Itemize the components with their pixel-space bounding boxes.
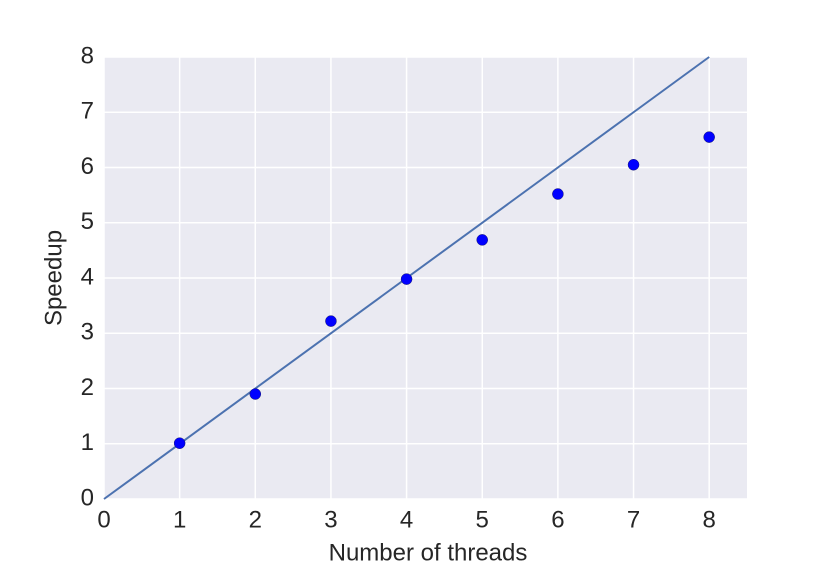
x-tick-label: 6	[551, 506, 564, 533]
data-point	[249, 388, 262, 400]
x-axis-label: Number of threads	[329, 539, 528, 566]
y-tick-label: 1	[81, 429, 94, 456]
x-tick-label: 4	[400, 506, 413, 533]
data-point	[476, 234, 488, 246]
y-tick-label: 4	[81, 263, 94, 290]
x-tick-label: 8	[702, 506, 715, 533]
y-axis-label: Speedup	[40, 230, 67, 326]
y-tick-label: 3	[81, 319, 94, 346]
y-tick-label: 7	[81, 98, 94, 125]
x-tick-label: 7	[627, 506, 640, 533]
data-point	[552, 188, 564, 200]
data-point	[325, 315, 337, 327]
data-point	[627, 158, 640, 171]
x-tick-label: 5	[476, 506, 489, 533]
y-tick-label: 5	[81, 208, 94, 235]
y-tick-label: 8	[81, 42, 94, 69]
y-tick-label: 6	[81, 153, 94, 180]
x-tick-label: 1	[173, 506, 186, 533]
y-tick-label: 0	[81, 484, 94, 511]
data-point	[400, 273, 413, 285]
data-point	[173, 437, 186, 449]
x-tick-label: 2	[249, 506, 262, 533]
x-tick-label: 0	[97, 506, 110, 533]
data-point	[703, 131, 715, 143]
x-tick-label: 3	[324, 506, 337, 533]
y-tick-label: 2	[81, 374, 94, 401]
